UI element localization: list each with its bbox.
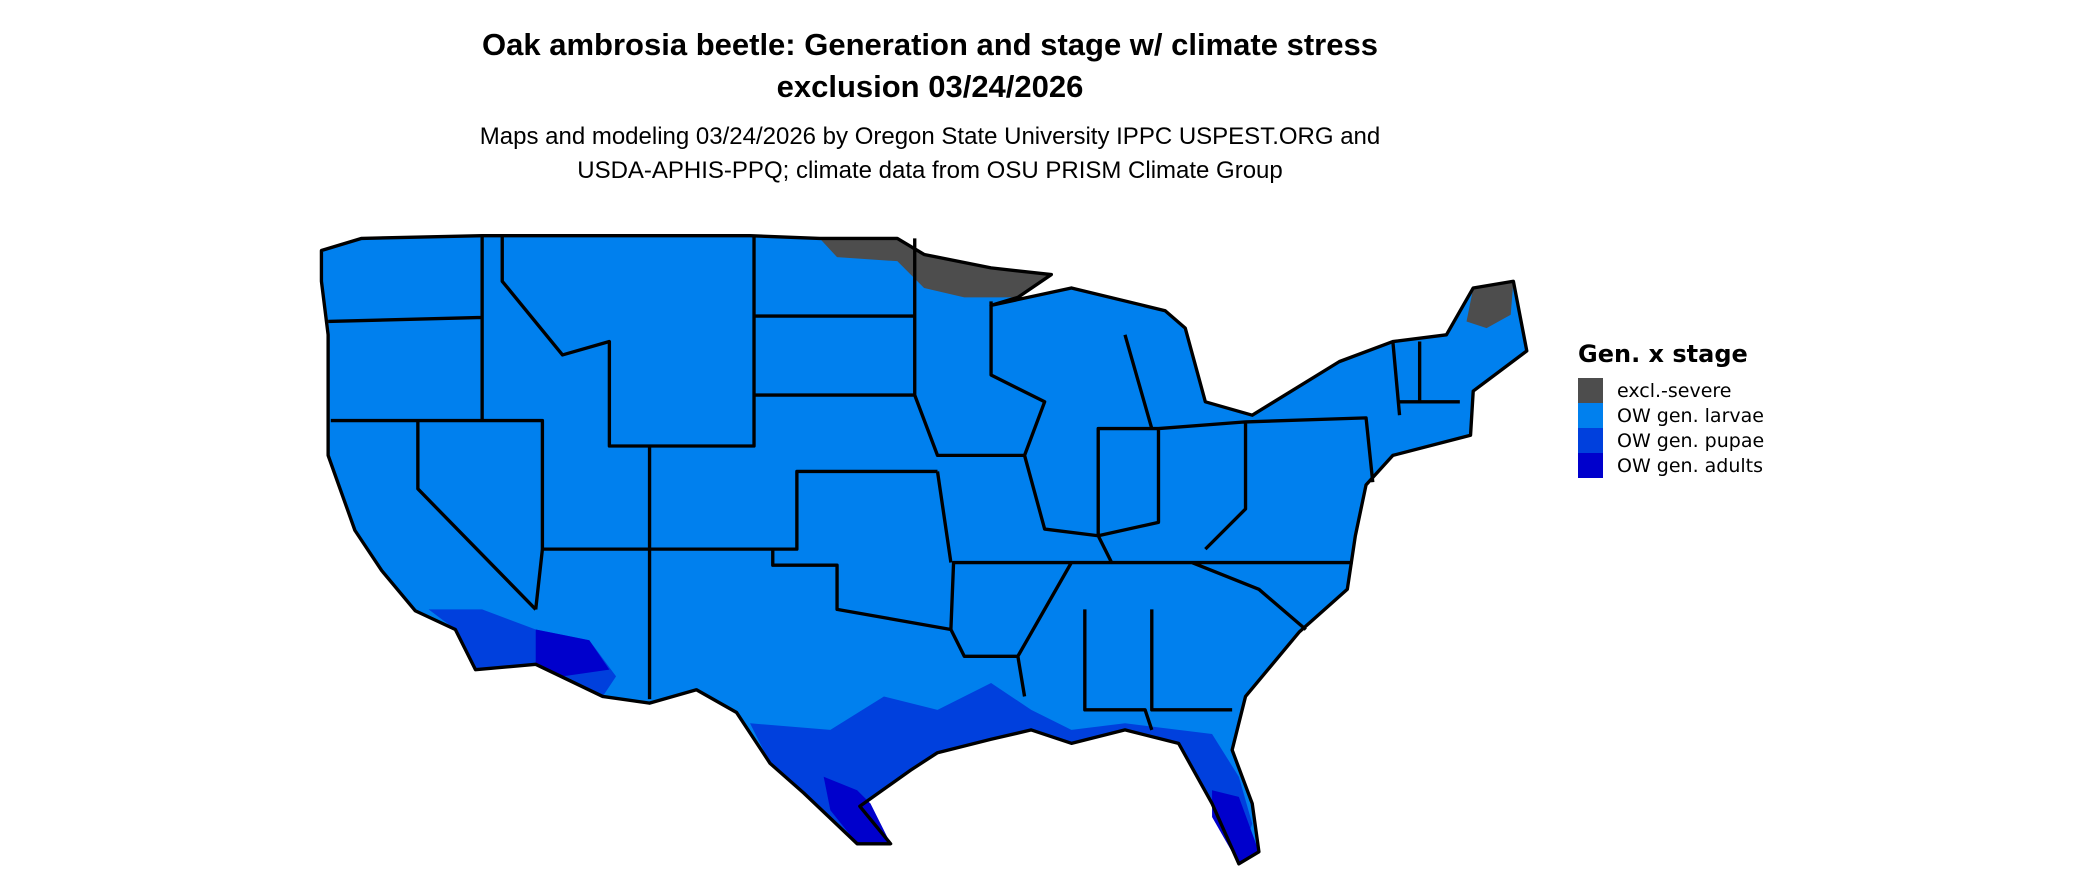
legend-item-ow-gen-adults: OW gen. adults (1578, 453, 1764, 478)
map-title-line-1: Oak ambrosia beetle: Generation and stag… (482, 27, 1378, 62)
map-subtitle-line-2: USDA-APHIS-PPQ; climate data from OSU PR… (577, 157, 1283, 184)
map-subtitle: Maps and modeling 03/24/2026 by Oregon S… (330, 120, 1530, 188)
northern-maine-excluded-region (1466, 281, 1514, 329)
legend: Gen. x stage excl.-severe OW gen. larvae… (1578, 340, 1764, 478)
legend-label: OW gen. adults (1617, 454, 1764, 477)
map-subtitle-line-1: Maps and modeling 03/24/2026 by Oregon S… (479, 123, 1381, 150)
legend-item-ow-gen-larvae: OW gen. larvae (1578, 403, 1764, 428)
map-title-line-2: exclusion 03/24/2026 (776, 69, 1084, 104)
conus-larvae-region (321, 235, 1527, 864)
legend-item-ow-gen-pupae: OW gen. pupae (1578, 428, 1764, 453)
conus-outline (319, 234, 1529, 866)
legend-label: excl.-severe (1617, 379, 1732, 402)
legend-label: OW gen. pupae (1617, 429, 1765, 452)
internal-state-lines (328, 235, 1460, 731)
legend-title: Gen. x stage (1578, 340, 1748, 368)
state-borders (319, 234, 1529, 866)
legend-swatch (1578, 453, 1603, 478)
legend-item-excl-severe: excl.-severe (1578, 378, 1764, 403)
legend-swatch (1578, 428, 1603, 453)
legend-label: OW gen. larvae (1617, 404, 1764, 427)
legend-swatch (1578, 378, 1603, 403)
gulf-pupae-region (750, 683, 1253, 864)
south-texas-adults-region (823, 776, 891, 844)
northern-minnesota-excluded-region (819, 238, 1052, 298)
south-florida-adults-region (1212, 790, 1259, 864)
arizona-adults-region (535, 629, 610, 677)
map-title: Oak ambrosia beetle: Generation and stag… (330, 24, 1530, 108)
legend-swatch (1578, 403, 1603, 428)
